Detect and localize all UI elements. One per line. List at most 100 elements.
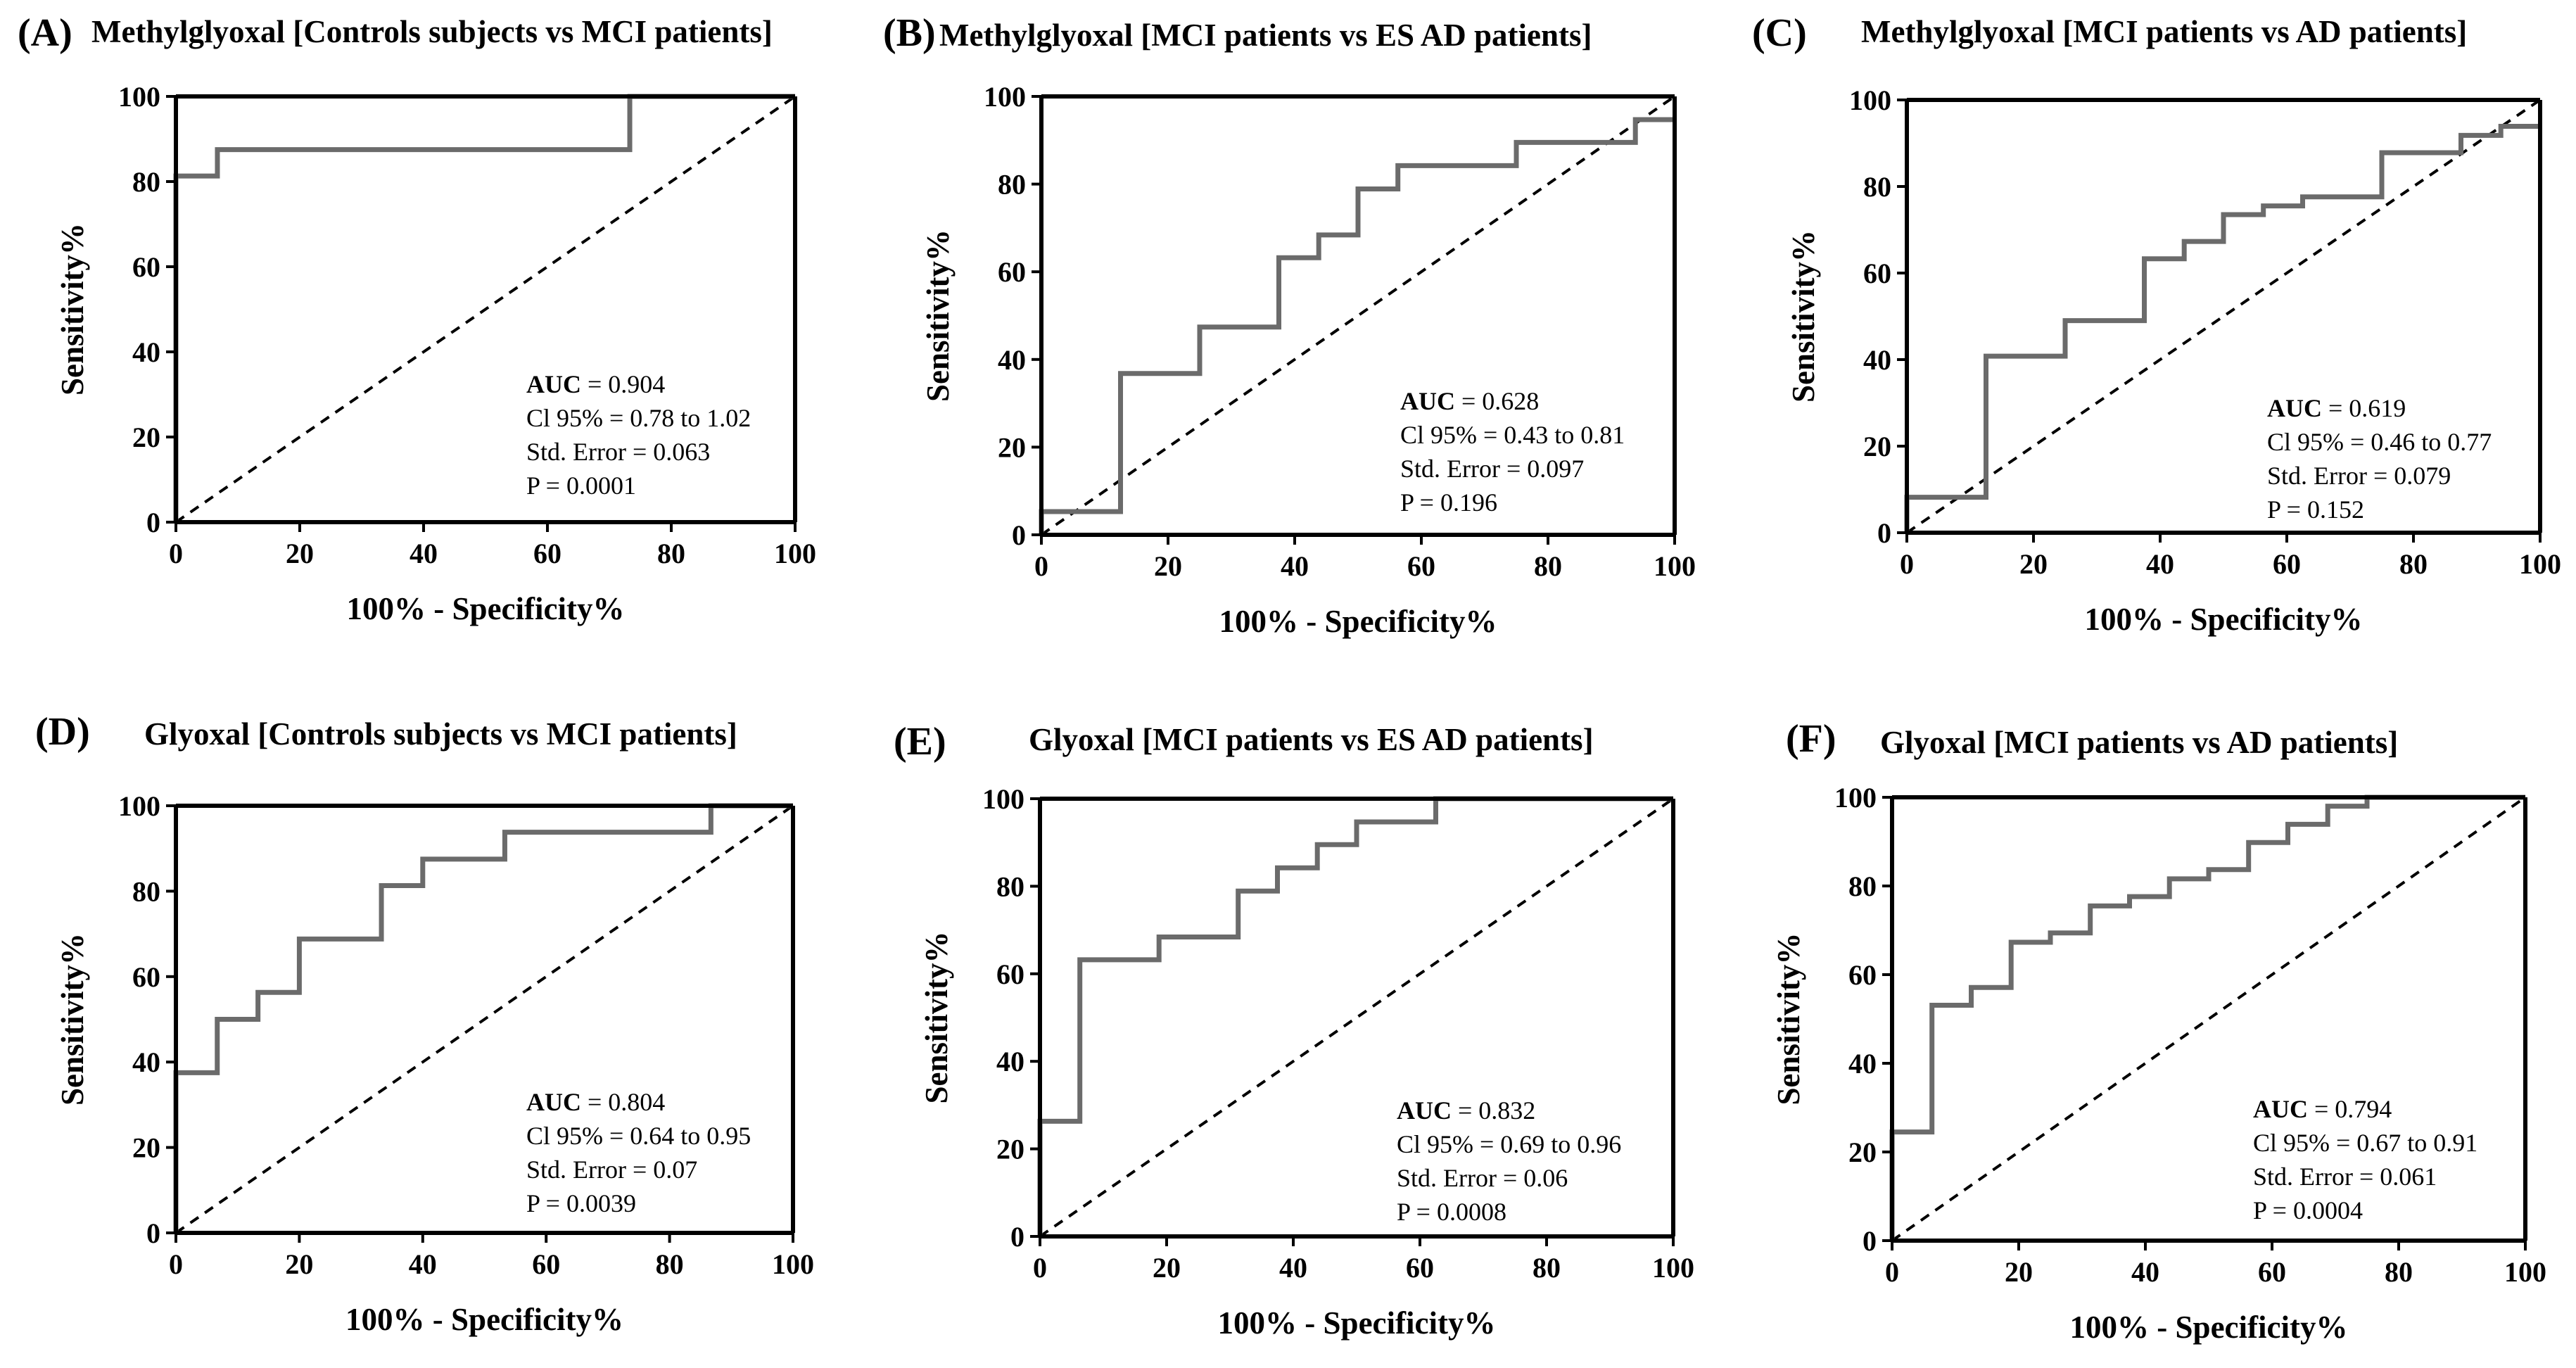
x-tick-label: 80: [656, 1248, 684, 1280]
ci-stat: Cl 95% = 0.69 to 0.96: [1397, 1130, 1621, 1158]
x-axis-title: 100% - Specificity%: [347, 591, 625, 626]
chart-title: Methylglyoxal [MCI patients vs ES AD pat…: [939, 18, 1592, 53]
reference-diagonal-line: [1891, 796, 2527, 1242]
x-tick-label: 40: [1281, 550, 1309, 582]
x-tick-label: 0: [1900, 548, 1914, 580]
x-tick-label: 20: [2005, 1256, 2033, 1288]
y-tick-label: 60: [998, 256, 1026, 288]
y-axis-title: Sensitivity%: [920, 229, 956, 402]
x-axis-title: 100% - Specificity%: [2070, 1310, 2348, 1345]
x-tick-label: 60: [1407, 550, 1435, 582]
auc-key: AUC: [2253, 1095, 2308, 1123]
y-tick-label: 100: [982, 783, 1024, 815]
panel-label: (E): [894, 720, 946, 764]
y-tick-label: 40: [132, 1046, 160, 1078]
panel-label: (D): [35, 710, 90, 754]
auc-stat: AUC = 0.628: [1400, 387, 1539, 415]
x-tick-label: 0: [1033, 1252, 1047, 1284]
y-tick-label: 60: [1848, 959, 1877, 991]
p-value-stat: P = 0.196: [1400, 488, 1497, 517]
y-tick-label: 80: [132, 166, 160, 198]
std-error-stat: Std. Error = 0.07: [526, 1155, 697, 1184]
x-tick-label: 60: [532, 1248, 560, 1280]
x-tick-label: 40: [409, 1248, 437, 1280]
auc-value: = 0.904: [581, 370, 665, 398]
x-tick-label: 40: [2131, 1256, 2159, 1288]
x-tick-label: 0: [169, 538, 183, 569]
auc-value: = 0.619: [2322, 394, 2406, 422]
ci-stat: Cl 95% = 0.78 to 1.02: [526, 404, 751, 432]
auc-stat: AUC = 0.794: [2253, 1095, 2392, 1123]
y-tick-label: 40: [132, 336, 160, 368]
roc-curve-line: [1904, 124, 2540, 533]
y-tick-label: 80: [998, 169, 1026, 201]
y-tick-label: 80: [1848, 870, 1877, 902]
y-tick-label: 100: [118, 81, 160, 113]
x-tick-label: 40: [2146, 548, 2174, 580]
x-tick-label: 100: [1654, 550, 1696, 582]
x-tick-label: 20: [286, 538, 314, 569]
reference-diagonal-line: [175, 804, 794, 1234]
reference-diagonal-line: [1039, 797, 1675, 1238]
std-error-stat: Std. Error = 0.06: [1397, 1164, 1568, 1192]
reference-diagonal-line: [1905, 99, 2542, 534]
x-tick-label: 80: [1533, 1252, 1561, 1284]
roc-panel-f: (F) Glyoxal [MCI patients vs AD patients]…: [1771, 717, 2546, 1345]
x-tick-label: 20: [1154, 550, 1182, 582]
chart-title: Glyoxal [MCI patients vs ES AD patients]: [1029, 722, 1594, 757]
x-axis-title: 100% - Specificity%: [1218, 1305, 1496, 1341]
y-tick-label: 100: [1834, 782, 1877, 813]
reference-diagonal-line: [175, 95, 797, 524]
std-error-stat: Std. Error = 0.063: [526, 438, 710, 466]
reference-diagonal-line: [1040, 95, 1676, 536]
roc-curve-line: [1889, 794, 2525, 1241]
y-tick-label: 20: [132, 1132, 160, 1164]
x-axis-title: 100% - Specificity%: [2085, 602, 2363, 637]
x-axis-title: 100% - Specificity%: [1219, 604, 1497, 639]
x-tick-label: 0: [1885, 1256, 1899, 1288]
y-tick-label: 100: [984, 81, 1026, 113]
auc-key: AUC: [1397, 1096, 1452, 1125]
x-tick-label: 60: [2258, 1256, 2286, 1288]
y-axis-title: Sensitivity%: [55, 223, 90, 395]
ci-stat: Cl 95% = 0.46 to 0.77: [2267, 428, 2492, 456]
p-value-stat: P = 0.0039: [526, 1189, 636, 1217]
x-tick-label: 20: [285, 1248, 313, 1280]
x-tick-label: 60: [1406, 1252, 1434, 1284]
y-tick-label: 0: [1877, 517, 1891, 549]
x-tick-label: 80: [2385, 1256, 2413, 1288]
chart-title: Methylglyoxal [Controls subjects vs MCI …: [91, 14, 773, 49]
y-tick-label: 0: [1863, 1225, 1877, 1257]
y-tick-label: 100: [118, 790, 160, 822]
x-tick-label: 40: [1279, 1252, 1307, 1284]
x-tick-label: 80: [1534, 550, 1562, 582]
y-tick-label: 0: [146, 1217, 160, 1249]
chart-title: Glyoxal [MCI patients vs AD patients]: [1880, 725, 2398, 760]
y-tick-label: 0: [146, 507, 160, 538]
auc-value: = 0.628: [1455, 387, 1539, 415]
y-tick-label: 40: [998, 344, 1026, 376]
auc-key: AUC: [526, 370, 581, 398]
auc-stat: AUC = 0.904: [526, 370, 665, 398]
y-tick-label: 80: [996, 870, 1024, 902]
auc-value: = 0.804: [581, 1088, 665, 1116]
x-tick-label: 20: [2019, 548, 2048, 580]
y-tick-label: 60: [996, 958, 1024, 990]
auc-value: = 0.832: [1452, 1096, 1535, 1125]
roc-curve-line: [1039, 117, 1675, 535]
x-tick-label: 100: [774, 538, 816, 569]
y-tick-label: 60: [132, 961, 160, 993]
y-tick-label: 80: [132, 875, 160, 907]
y-axis-title: Sensitivity%: [1771, 932, 1806, 1105]
x-tick-label: 60: [2273, 548, 2301, 580]
y-tick-label: 0: [1010, 1221, 1024, 1253]
roc-panel-e: (E) Glyoxal [MCI patients vs ES AD patien…: [894, 720, 1694, 1341]
x-tick-label: 60: [533, 538, 561, 569]
y-tick-label: 100: [1849, 84, 1891, 116]
panel-label: (A): [18, 11, 72, 55]
panel-label: (B): [883, 11, 936, 55]
p-value-stat: P = 0.0001: [526, 471, 636, 500]
y-tick-label: 60: [1863, 258, 1891, 289]
roc-panel-a: (A) Methylglyoxal [Controls subjects vs M…: [18, 11, 816, 626]
